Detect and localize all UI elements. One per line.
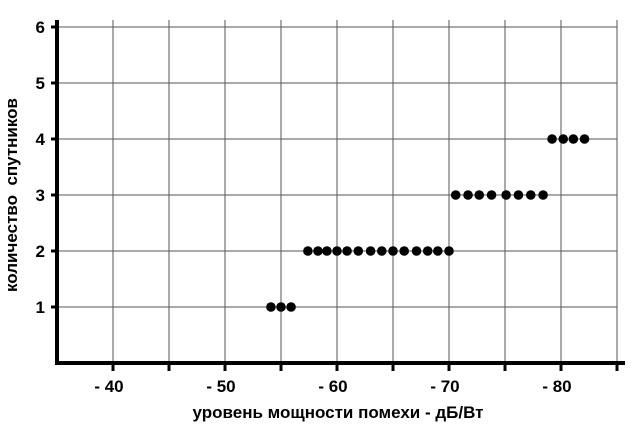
data-point — [313, 246, 323, 256]
data-point — [422, 246, 433, 256]
data-point — [353, 246, 364, 256]
data-point — [579, 134, 590, 144]
y-tick-label: 2 — [36, 242, 45, 261]
data-point — [568, 134, 579, 144]
data-point — [332, 246, 342, 256]
data-point — [547, 134, 557, 144]
data-points — [266, 134, 590, 312]
data-point — [474, 190, 485, 200]
data-point — [399, 246, 410, 256]
data-point — [276, 302, 286, 312]
data-point — [525, 190, 536, 200]
data-point — [411, 246, 422, 256]
data-point — [388, 246, 398, 256]
x-tick-label: - 40 — [94, 377, 123, 396]
data-point — [433, 246, 443, 256]
x-axis-label: уровень мощности помехи - дБ/Вт — [193, 403, 484, 422]
data-point — [266, 302, 276, 312]
x-tick-label: - 80 — [542, 377, 571, 396]
x-tick-label: - 50 — [206, 377, 235, 396]
y-tick-label: 1 — [36, 298, 45, 317]
data-point — [513, 190, 524, 200]
data-point — [486, 190, 497, 200]
data-point — [365, 246, 376, 256]
grid — [57, 20, 618, 363]
data-point — [342, 246, 352, 256]
data-point — [450, 190, 461, 200]
data-point — [444, 246, 454, 256]
y-tick-label: 4 — [36, 130, 46, 149]
x-tick-label: - 60 — [318, 377, 347, 396]
data-point — [377, 246, 387, 256]
x-tick-label: - 70 — [430, 377, 459, 396]
y-tick-label: 5 — [36, 74, 45, 93]
y-tick-label: 6 — [36, 18, 45, 37]
data-point — [322, 246, 332, 256]
data-point — [538, 190, 548, 200]
data-point — [286, 302, 296, 312]
y-tick-label: 3 — [36, 186, 45, 205]
y-axis-label: количество спутников — [2, 98, 21, 292]
data-point — [303, 246, 313, 256]
data-point — [463, 190, 473, 200]
data-point — [558, 134, 569, 144]
tick-labels: - 40 - 50 - 60 - 70 - 80 1 2 3 4 5 6 — [36, 18, 572, 396]
axes — [51, 20, 625, 371]
data-point — [501, 190, 511, 200]
